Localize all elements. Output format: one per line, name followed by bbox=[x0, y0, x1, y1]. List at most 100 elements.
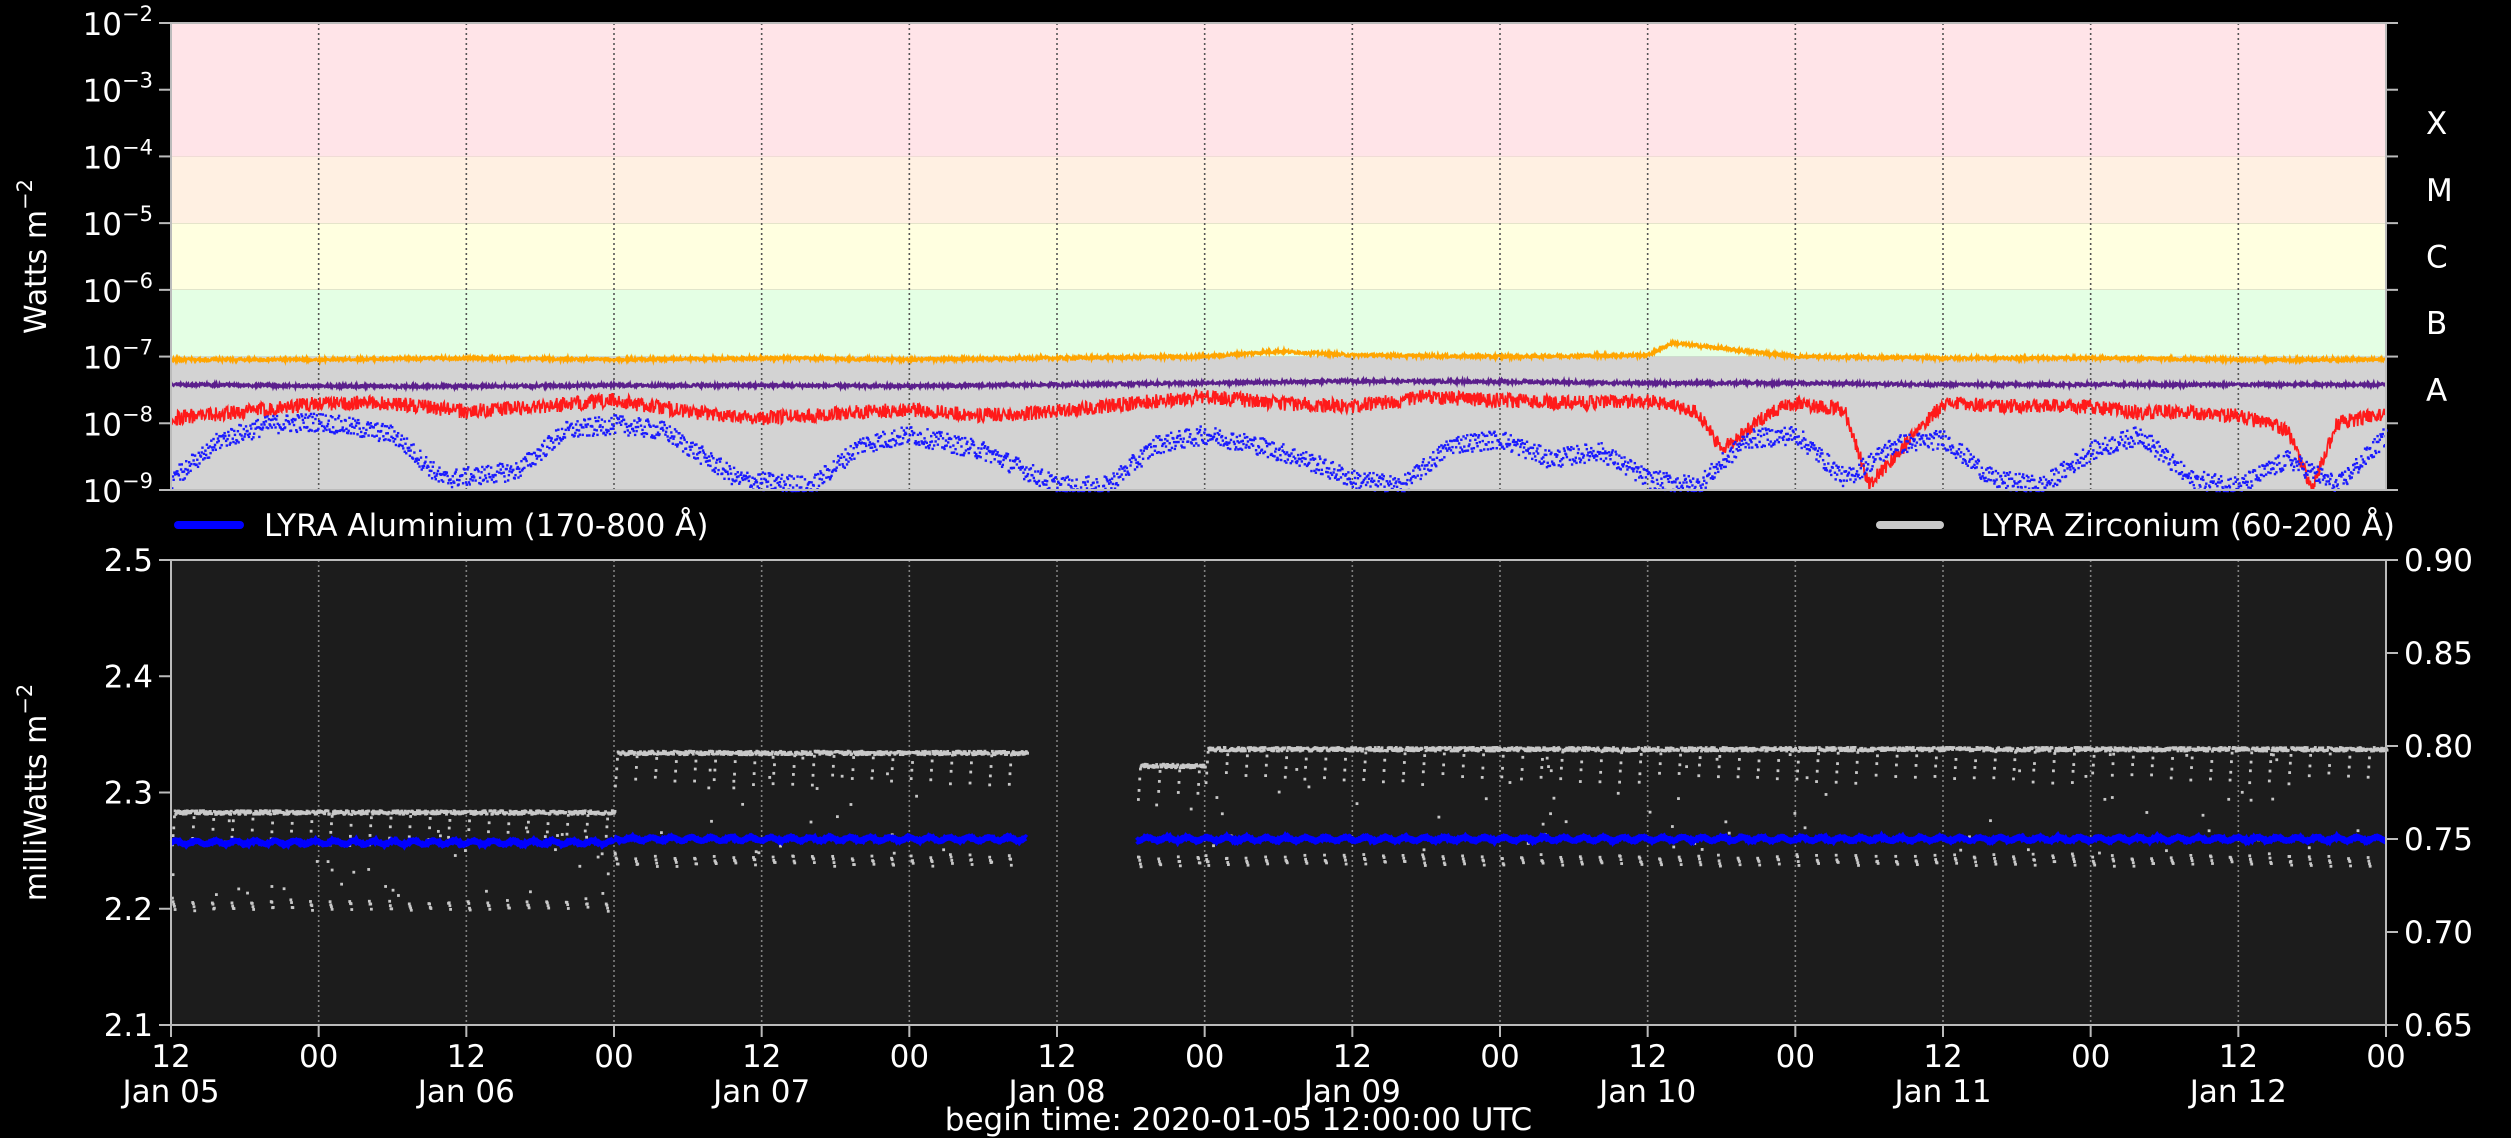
xrs-point bbox=[768, 474, 771, 478]
xrs-point bbox=[935, 431, 939, 435]
xrs-point bbox=[2071, 460, 2074, 464]
xrs-point bbox=[1561, 463, 1564, 466]
xrs-point bbox=[2312, 466, 2316, 469]
xrs-point bbox=[2371, 441, 2375, 444]
zirconium-point bbox=[211, 827, 215, 831]
xrs-point bbox=[1490, 433, 1493, 436]
xrs-point bbox=[626, 429, 629, 432]
xrs-point bbox=[1012, 466, 1016, 470]
xrs-point bbox=[790, 475, 793, 478]
zirconium-point bbox=[329, 903, 333, 907]
zirconium-point bbox=[969, 761, 973, 765]
xrs-point bbox=[719, 457, 722, 460]
xrs-point bbox=[300, 415, 304, 418]
zirconium-point bbox=[753, 761, 757, 765]
xrs-point bbox=[371, 434, 374, 437]
xrs-point bbox=[1104, 487, 1107, 491]
zirconium-point bbox=[1270, 746, 1274, 750]
xrs-point bbox=[923, 437, 926, 440]
xrs-point bbox=[2267, 460, 2271, 464]
xrs-point bbox=[2049, 481, 2052, 485]
xrs-point bbox=[1271, 441, 1274, 444]
xrs-point bbox=[642, 432, 645, 435]
zirconium-point bbox=[693, 779, 696, 783]
xrs-point bbox=[1276, 456, 1279, 460]
zirconium-point bbox=[330, 905, 333, 909]
zirconium-point bbox=[850, 777, 854, 780]
zirconium-point bbox=[1011, 750, 1015, 754]
xrs-point bbox=[172, 478, 175, 481]
xrs-point bbox=[777, 483, 781, 487]
xrs-point bbox=[724, 470, 728, 474]
zirconium-point bbox=[1009, 763, 1013, 767]
xrs-point bbox=[1075, 478, 1078, 481]
xrs-point bbox=[835, 466, 838, 469]
xrs-point bbox=[1876, 447, 1879, 451]
zirconium-point bbox=[236, 810, 240, 814]
zirconium-point bbox=[1138, 777, 1142, 781]
xrs-y-tick-base: 10 bbox=[83, 140, 122, 176]
xrs-point bbox=[780, 477, 783, 480]
xrs-point bbox=[1106, 480, 1109, 483]
xrs-point bbox=[910, 426, 913, 429]
xrs-point bbox=[429, 460, 432, 464]
xrs-point bbox=[1834, 478, 1837, 481]
xrs-point bbox=[2288, 451, 2291, 454]
xrs-point bbox=[710, 454, 714, 458]
zirconium-point bbox=[1009, 857, 1013, 861]
xrs-point bbox=[608, 432, 612, 436]
zirconium-point bbox=[310, 904, 314, 908]
xrs-point bbox=[1285, 451, 1289, 454]
xrs-point bbox=[324, 414, 327, 417]
xrs-point bbox=[1431, 458, 1434, 461]
xrs-point bbox=[2218, 489, 2221, 493]
zirconium-point bbox=[987, 752, 991, 756]
xrs-point bbox=[1791, 429, 1795, 432]
xrs-point bbox=[1898, 435, 1902, 439]
xrs-point bbox=[1436, 448, 1439, 451]
xrs-point bbox=[1226, 443, 1229, 446]
xrs-point bbox=[658, 433, 661, 436]
xrs-point bbox=[1603, 452, 1606, 455]
xrs-point bbox=[1686, 485, 1689, 488]
xrs-point bbox=[2113, 438, 2116, 442]
zirconium-point bbox=[614, 852, 617, 856]
xrs-point bbox=[241, 438, 245, 441]
xrs-point bbox=[694, 457, 697, 460]
xrs-point bbox=[1664, 475, 1668, 478]
xrs-point bbox=[1325, 466, 1329, 470]
xrs-point bbox=[416, 457, 419, 460]
zirconium-point bbox=[610, 812, 614, 815]
xrs-point bbox=[1971, 457, 1974, 461]
zirconium-point bbox=[1008, 772, 1012, 776]
xrs-series-1 bbox=[169, 375, 2387, 393]
xrs-point bbox=[1617, 466, 1620, 469]
xrs-point bbox=[1668, 474, 1671, 477]
zirconium-point bbox=[231, 819, 235, 823]
zirconium-point bbox=[311, 908, 314, 912]
xrs-point bbox=[1755, 443, 1758, 447]
xrs-point bbox=[1201, 439, 1205, 443]
xrs-point bbox=[760, 481, 764, 485]
xrs-point bbox=[249, 424, 252, 427]
xrs-point bbox=[1752, 428, 1755, 431]
zirconium-point bbox=[939, 749, 943, 753]
xrs-plot-frame bbox=[170, 22, 2387, 491]
xrs-point bbox=[1882, 459, 1885, 462]
xrs-point bbox=[899, 442, 903, 446]
xrs-point bbox=[1957, 448, 1961, 451]
xrs-point bbox=[1196, 432, 1199, 435]
zirconium-point bbox=[993, 753, 997, 756]
xrs-point bbox=[1620, 456, 1623, 459]
xrs-point bbox=[455, 478, 459, 482]
zirconium-point bbox=[606, 906, 609, 910]
xrs-point bbox=[1825, 469, 1829, 472]
xrs-point bbox=[1804, 438, 1807, 441]
xrs-point bbox=[2272, 467, 2275, 471]
xrs-point bbox=[1545, 453, 1548, 457]
xrs-point bbox=[1700, 486, 1703, 490]
zirconium-point bbox=[1285, 756, 1289, 760]
xrs-point bbox=[2306, 469, 2310, 473]
xrs-point bbox=[1424, 472, 1428, 476]
xrs-point bbox=[1589, 450, 1592, 454]
